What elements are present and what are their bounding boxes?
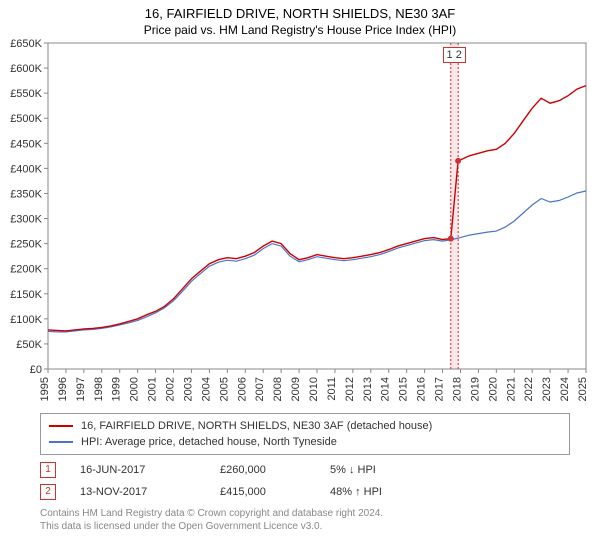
svg-text:£600K: £600K <box>10 63 42 75</box>
sale-price: £415,000 <box>220 486 330 498</box>
title-sub: Price paid vs. HM Land Registry's House … <box>0 23 600 37</box>
footer-line-2: This data is licensed under the Open Gov… <box>40 520 570 533</box>
svg-text:2024: 2024 <box>559 377 571 401</box>
sale-delta: 5% ↓ HPI <box>330 464 450 476</box>
chart-svg: £0 £50K £100K £150K £200K £250K £300K £350K £400… <box>0 37 600 407</box>
sale-row: 1 16-JUN-2017£260,0005% ↓ HPI <box>40 459 570 481</box>
svg-text:£100K: £100K <box>10 314 42 326</box>
sale-marker: 1 <box>40 462 56 478</box>
svg-text:£0: £0 <box>30 364 42 376</box>
svg-text:£400K: £400K <box>10 163 42 175</box>
svg-text:1995: 1995 <box>39 377 51 401</box>
title-main: 16, FAIRFIELD DRIVE, NORTH SHIELDS, NE30… <box>0 6 600 21</box>
svg-text:2019: 2019 <box>469 377 481 401</box>
svg-text:£50K: £50K <box>16 339 42 351</box>
titles: 16, FAIRFIELD DRIVE, NORTH SHIELDS, NE30… <box>0 0 600 37</box>
svg-text:2004: 2004 <box>200 377 212 401</box>
svg-text:2009: 2009 <box>290 377 302 401</box>
svg-text:2021: 2021 <box>505 377 517 401</box>
svg-text:£350K: £350K <box>10 188 42 200</box>
sale-delta: 48% ↑ HPI <box>330 486 450 498</box>
svg-text:£200K: £200K <box>10 264 42 276</box>
svg-text:2010: 2010 <box>308 377 320 401</box>
svg-text:2015: 2015 <box>398 377 410 401</box>
svg-text:2023: 2023 <box>541 377 553 401</box>
svg-text:2013: 2013 <box>362 377 374 401</box>
legend-label: HPI: Average price, detached house, Nort… <box>81 436 337 448</box>
sale-date: 16-JUN-2017 <box>80 464 220 476</box>
footer-line-1: Contains HM Land Registry data © Crown c… <box>40 507 570 520</box>
svg-text:2006: 2006 <box>236 377 248 401</box>
svg-text:2002: 2002 <box>165 377 177 401</box>
sales-table: 1 16-JUN-2017£260,0005% ↓ HPI 2 13-NOV-2017… <box>40 459 570 503</box>
svg-text:1999: 1999 <box>111 377 123 401</box>
svg-text:2022: 2022 <box>523 377 535 401</box>
svg-text:2007: 2007 <box>254 377 266 401</box>
svg-text:2012: 2012 <box>344 377 356 401</box>
svg-text:2011: 2011 <box>326 377 338 401</box>
svg-text:2017: 2017 <box>434 377 446 401</box>
sale-marker: 2 <box>40 484 56 500</box>
svg-text:1996: 1996 <box>57 377 69 401</box>
svg-text:£450K: £450K <box>10 138 42 150</box>
svg-text:2016: 2016 <box>416 377 428 401</box>
legend-item: 16, FAIRFIELD DRIVE, NORTH SHIELDS, NE30… <box>49 418 561 434</box>
svg-text:£500K: £500K <box>10 113 42 125</box>
svg-text:1998: 1998 <box>93 377 105 401</box>
sale-date: 13-NOV-2017 <box>80 486 220 498</box>
svg-text:£250K: £250K <box>10 239 42 251</box>
svg-text:2005: 2005 <box>218 377 230 401</box>
legend-item: HPI: Average price, detached house, Nort… <box>49 434 561 450</box>
legend-swatch <box>49 441 73 443</box>
svg-text:£650K: £650K <box>10 38 42 50</box>
svg-text:2020: 2020 <box>487 377 499 401</box>
svg-text:£550K: £550K <box>10 88 42 100</box>
svg-text:£300K: £300K <box>10 214 42 226</box>
svg-text:£150K: £150K <box>10 289 42 301</box>
svg-text:2025: 2025 <box>577 377 589 401</box>
svg-text:2001: 2001 <box>147 377 159 401</box>
legend-swatch <box>49 425 73 427</box>
svg-text:2000: 2000 <box>129 377 141 401</box>
legend-label: 16, FAIRFIELD DRIVE, NORTH SHIELDS, NE30… <box>81 420 432 432</box>
sale-callout: 1 2 <box>443 47 466 63</box>
sale-price: £260,000 <box>220 464 330 476</box>
sale-row: 2 13-NOV-2017£415,00048% ↑ HPI <box>40 481 570 503</box>
svg-text:2003: 2003 <box>182 377 194 401</box>
svg-text:1997: 1997 <box>75 377 87 401</box>
chart-container: 16, FAIRFIELD DRIVE, NORTH SHIELDS, NE30… <box>0 0 600 533</box>
chart: £0 £50K £100K £150K £200K £250K £300K £350K £400… <box>0 37 600 407</box>
svg-text:2008: 2008 <box>272 377 284 401</box>
footer: Contains HM Land Registry data © Crown c… <box>40 507 570 533</box>
legend: 16, FAIRFIELD DRIVE, NORTH SHIELDS, NE30… <box>40 413 570 455</box>
svg-text:2018: 2018 <box>451 377 463 401</box>
svg-text:2014: 2014 <box>380 377 392 401</box>
